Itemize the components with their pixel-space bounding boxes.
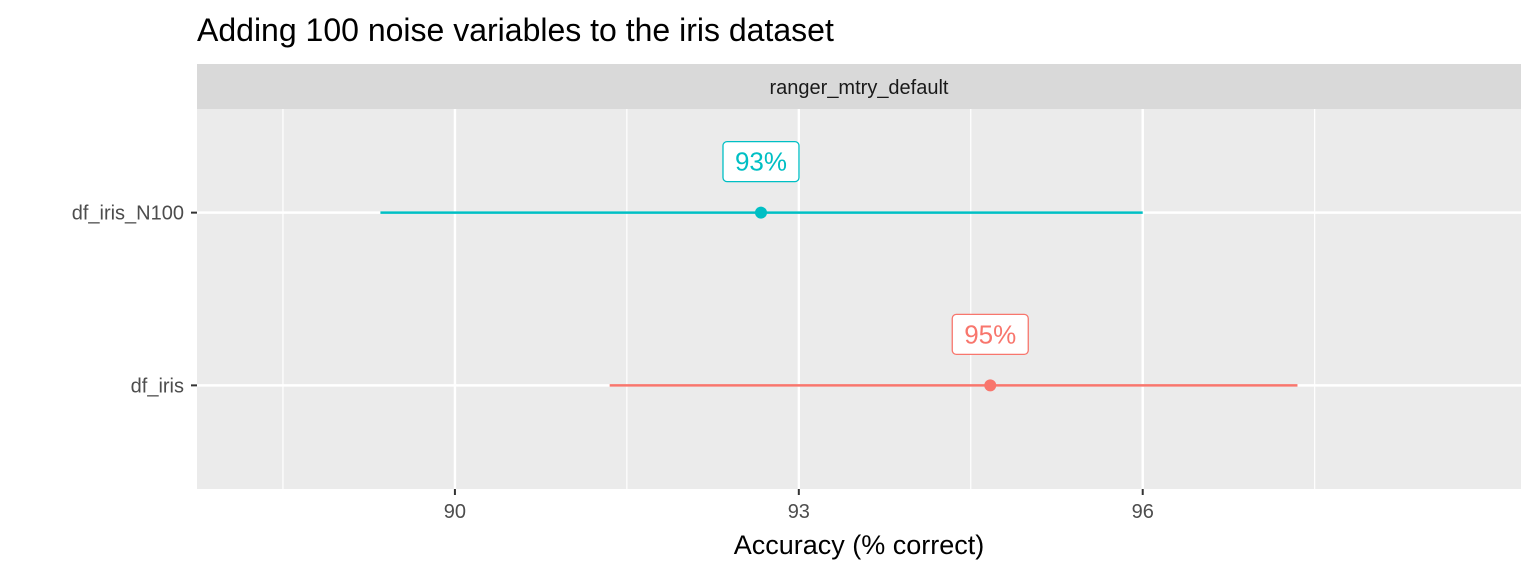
- data-label: 95%: [964, 319, 1016, 349]
- estimate-point: [754, 206, 767, 219]
- data-label-box: [951, 313, 1029, 356]
- x-tick-label: 96: [1132, 501, 1154, 523]
- y-axis: df_iris df_iris_N100: [72, 203, 197, 397]
- y-tick-label: df_iris: [131, 375, 184, 397]
- estimate-point: [984, 379, 997, 392]
- plot-panel: [197, 109, 1521, 489]
- x-tick-label: 90: [444, 501, 466, 523]
- x-tick-label: 93: [788, 501, 810, 523]
- y-tick-label: df_iris_N100: [72, 203, 184, 225]
- data-label: 93%: [735, 147, 787, 177]
- data-marks: 95% 93%: [380, 140, 1298, 392]
- x-axis-title: Accuracy (% correct): [734, 530, 985, 560]
- grid-minor: [282, 109, 1316, 489]
- chart-title: Adding 100 noise variables to the iris d…: [197, 12, 834, 48]
- x-axis: 90 93 96: [444, 489, 1154, 523]
- data-label-box: [722, 140, 800, 183]
- facet-strip: [197, 64, 1521, 109]
- facet-label: ranger_mtry_default: [770, 77, 949, 99]
